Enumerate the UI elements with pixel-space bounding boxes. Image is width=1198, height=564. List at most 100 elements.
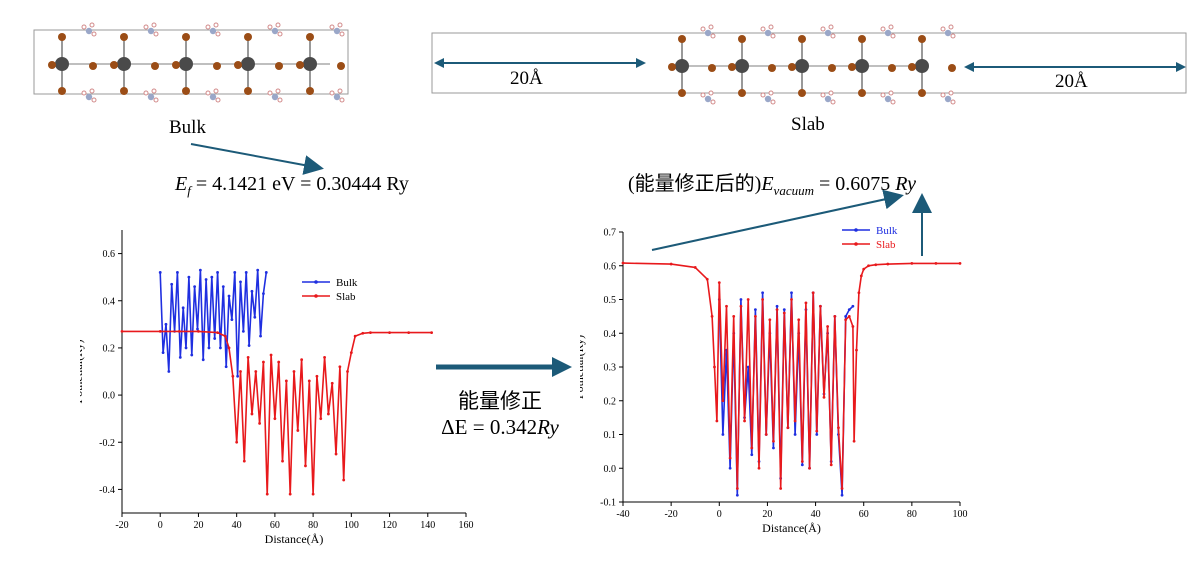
bulk-to-formula-arrow — [190, 143, 324, 175]
hydrogen-atom — [830, 33, 836, 39]
halide-atom — [58, 33, 66, 41]
correction-delta-value: ΔE = 0.342 — [441, 415, 538, 439]
bulk-data-point — [800, 463, 804, 467]
legend-marker-slab — [854, 242, 858, 246]
hydrogen-atom — [950, 99, 956, 105]
slab-data-point — [857, 291, 861, 295]
slab-data-point — [800, 460, 804, 463]
bulk-data-point — [775, 304, 779, 308]
hydrogen-atom — [700, 92, 706, 98]
slab-data-point — [829, 463, 833, 467]
bulk-data-point — [190, 353, 194, 357]
hydrogen-atom — [205, 90, 211, 96]
nitrogen-atom — [209, 27, 217, 35]
hydrogen-atom — [143, 24, 149, 30]
hydrogen-atom — [81, 90, 87, 96]
ef-subscript: f — [187, 183, 191, 198]
hydrogen-atom — [329, 90, 335, 96]
bulk-data-point — [178, 355, 182, 359]
halide-atom — [234, 61, 242, 69]
hydrogen-atom — [768, 90, 774, 96]
hydrogen-atom — [880, 26, 886, 32]
evac-symbol: E — [761, 173, 774, 195]
slab-data-point — [790, 298, 793, 301]
slab-data-point — [761, 298, 765, 301]
halide-atom — [172, 61, 180, 69]
nitrogen-atom — [85, 93, 93, 101]
slab-data-point — [958, 261, 962, 265]
y-tick-label: -0.2 — [99, 438, 115, 449]
halide-atom — [275, 62, 283, 70]
halide-atom — [858, 35, 866, 43]
slab-data-point — [768, 318, 772, 322]
halide-atom — [306, 87, 314, 95]
slab-data-point — [250, 412, 254, 416]
formation-energy-formula: Ef = 4.1421 eV = 0.30444 Ry — [175, 173, 409, 199]
hydrogen-atom — [888, 90, 894, 96]
bulk-data-point — [239, 280, 242, 284]
slab-data-point — [753, 314, 757, 318]
y-tick-label: -0.4 — [99, 485, 115, 496]
y-tick-label: 0.0 — [604, 464, 617, 475]
slab-data-point — [284, 379, 288, 383]
hydrogen-atom — [948, 24, 954, 30]
slab-data-point — [693, 266, 697, 269]
pb-atom — [915, 59, 929, 73]
bulk-data-point — [728, 466, 732, 470]
hydrogen-atom — [710, 99, 716, 105]
x-tick-label: 120 — [382, 520, 397, 531]
bulk-data-point — [253, 315, 257, 319]
y-tick-label: -0.1 — [600, 498, 616, 509]
halide-atom — [858, 89, 866, 97]
hydrogen-atom — [948, 90, 954, 96]
slab-data-point — [262, 360, 265, 364]
bulk-data-point — [181, 306, 185, 310]
x-tick-label: 160 — [459, 520, 474, 531]
hydrogen-atom — [770, 99, 776, 105]
bulk-data-point — [233, 271, 237, 274]
x-tick-label: 100 — [344, 520, 359, 531]
bulk-series-line — [159, 269, 268, 377]
bulk-data-point — [259, 334, 262, 338]
x-tick-label: 20 — [762, 509, 772, 520]
x-tick-label: 100 — [953, 509, 968, 520]
slab-data-point — [281, 459, 284, 463]
y-tick-label: 0.2 — [604, 396, 617, 407]
halide-atom — [337, 62, 345, 70]
hydrogen-atom — [760, 26, 766, 32]
slab-data-point — [307, 379, 311, 383]
slab-data-point — [323, 355, 326, 359]
hydrogen-atom — [339, 31, 345, 37]
energy-correction-block: 能量修正 ΔE = 0.342Ry — [420, 388, 580, 440]
nitrogen-atom — [944, 95, 952, 103]
hydrogen-atom — [81, 24, 87, 30]
hydrogen-atom — [267, 90, 273, 96]
hydrogen-atom — [143, 90, 149, 96]
slab-data-point — [349, 351, 353, 355]
bulk-data-point — [193, 285, 197, 288]
hydrogen-atom — [710, 33, 716, 39]
bulk-data-point — [750, 453, 754, 457]
slab-data-point — [242, 459, 246, 463]
halide-atom — [182, 33, 190, 41]
x-tick-label: 0 — [717, 509, 722, 520]
hydrogen-atom — [339, 97, 345, 103]
bulk-data-point — [721, 433, 725, 436]
slab-data-point — [710, 314, 714, 318]
halide-atom — [788, 63, 796, 71]
y-tick-label: 0.7 — [604, 228, 617, 239]
halide-atom — [918, 35, 926, 43]
hydrogen-atom — [700, 26, 706, 32]
bulk-data-point — [207, 346, 211, 350]
bulk-data-point — [201, 358, 205, 362]
bulk-data-point — [739, 298, 743, 301]
x-tick-label: 80 — [907, 509, 917, 520]
slab-data-point — [874, 263, 878, 267]
slab-data-point — [319, 417, 323, 421]
legend-marker-bulk — [854, 228, 858, 232]
slab-data-point — [851, 325, 855, 328]
slab-data-point — [721, 399, 725, 403]
bulk-data-point — [793, 433, 797, 436]
evac-unit: Ry — [895, 173, 916, 195]
hydrogen-atom — [768, 24, 774, 30]
